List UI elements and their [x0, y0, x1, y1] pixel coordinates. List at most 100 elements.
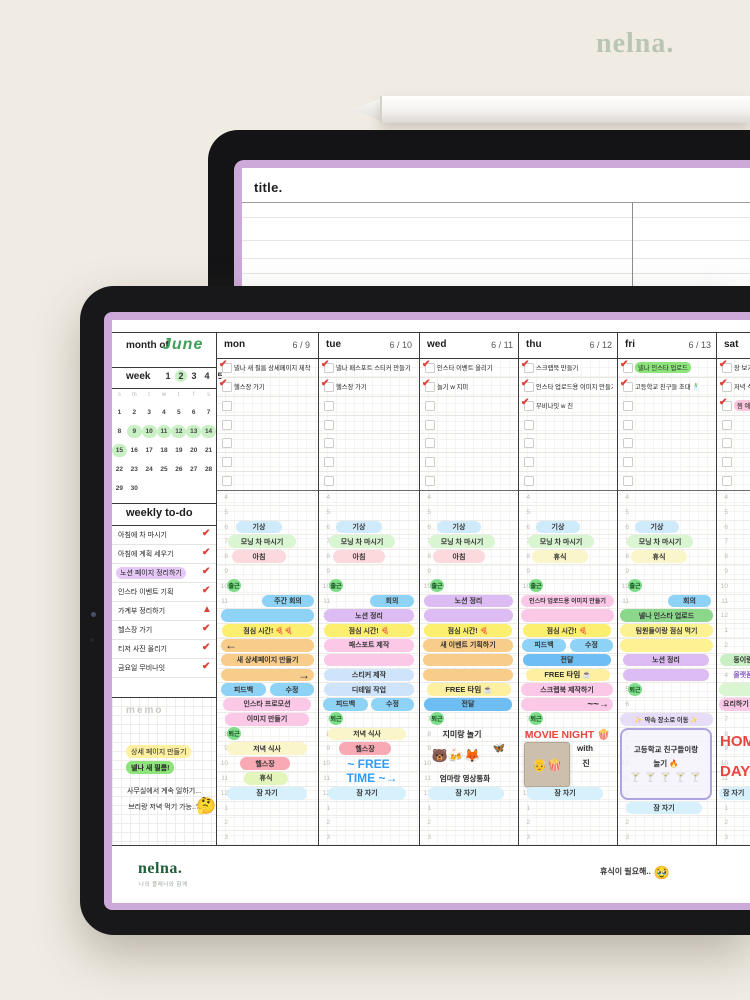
event-pill [521, 609, 614, 623]
calendar-day[interactable]: 1 [117, 409, 122, 416]
calendar-day[interactable]: 8 [117, 428, 122, 435]
checkbox[interactable] [222, 381, 232, 392]
event-pill: 이미지 만들기 [225, 712, 309, 726]
checkbox[interactable] [722, 476, 732, 487]
week-number[interactable]: 4 [204, 371, 210, 381]
calendar-day[interactable]: 17 [145, 447, 153, 454]
checkbox[interactable] [222, 363, 232, 373]
event-pill: 전달 [523, 653, 611, 667]
checkbox[interactable] [623, 381, 633, 392]
checkbox[interactable] [324, 438, 334, 449]
calendar-day[interactable]: 2 [132, 409, 137, 416]
checkbox[interactable] [623, 419, 633, 430]
checkbox[interactable] [425, 457, 435, 468]
checkbox[interactable] [623, 476, 633, 487]
calendar-day[interactable]: 29 [115, 485, 124, 492]
calendar-day[interactable]: 19 [175, 447, 183, 454]
calendar-day[interactable]: 4 [162, 409, 166, 416]
pencil-seam [380, 96, 382, 123]
checkbox[interactable] [425, 400, 435, 411]
calendar-day[interactable]: 15 [112, 444, 127, 457]
calendar-day[interactable]: 25 [160, 466, 168, 473]
checkbox[interactable] [524, 476, 534, 487]
checkbox[interactable] [425, 419, 435, 430]
note-header-rule [242, 202, 750, 203]
calendar-day[interactable]: 24 [145, 466, 153, 473]
event-pill: 스티커 제작 [324, 668, 414, 682]
calendar-day[interactable]: 12 [171, 425, 187, 438]
calendar-day[interactable]: 26 [175, 466, 183, 473]
calendar-day[interactable]: 5 [177, 409, 181, 416]
checkbox[interactable] [623, 363, 633, 373]
hour-label: 12 [720, 612, 728, 620]
calendar-day[interactable]: 18 [160, 447, 168, 454]
checkbox[interactable] [722, 419, 732, 430]
checkbox[interactable] [425, 476, 435, 487]
checkbox[interactable] [524, 419, 534, 430]
calendar-day[interactable]: 14 [201, 425, 216, 438]
checkbox[interactable] [222, 419, 232, 430]
checkbox[interactable] [324, 457, 334, 468]
event-pill: 회의 [668, 594, 711, 608]
checklist-row-line [618, 471, 715, 473]
checkbox[interactable] [623, 438, 633, 449]
checkbox[interactable] [722, 381, 732, 392]
week-number[interactable]: 1 [165, 371, 171, 381]
checkbox[interactable] [722, 363, 732, 373]
calendar-day[interactable]: 27 [190, 466, 198, 473]
hour-label: 4 [526, 494, 530, 501]
checkbox[interactable] [222, 457, 232, 468]
checkbox[interactable] [222, 400, 232, 411]
day-column-thu: thu 6 / 12 스크랩북 만들기 ✔ 인스타 업로드용 이미지 만들기 ✔ 무비나잇 … [518, 332, 617, 846]
calendar-day[interactable]: 7 [206, 409, 211, 416]
calendar-day[interactable]: 13 [186, 425, 202, 438]
calendar-day[interactable]: 30 [130, 485, 138, 492]
checkbox[interactable] [324, 476, 334, 487]
checkbox[interactable] [524, 438, 534, 449]
checkbox[interactable] [222, 438, 232, 449]
checklist-row-line [717, 433, 750, 435]
week-number[interactable]: 2 [175, 370, 187, 382]
checkbox[interactable] [623, 457, 633, 468]
calendar-day[interactable]: 20 [190, 447, 198, 454]
checkbox[interactable] [524, 363, 534, 373]
calendar-day[interactable]: 11 [156, 425, 172, 438]
calendar-day[interactable]: 21 [204, 447, 213, 454]
calendar-day[interactable]: 6 [191, 409, 196, 416]
checkbox[interactable] [222, 476, 232, 487]
checkbox[interactable] [722, 457, 732, 468]
hour-label: 10 [522, 582, 530, 590]
checkbox[interactable] [623, 400, 633, 411]
hour-label: 9 [724, 567, 728, 575]
calendar-day[interactable]: 9 [126, 425, 142, 438]
timeline-row-line [319, 667, 418, 669]
timeline-row-line [519, 830, 616, 832]
checkbox[interactable] [524, 400, 534, 411]
calendar-day[interactable]: 10 [141, 425, 157, 438]
timeline-row-line [420, 711, 517, 713]
checkbox[interactable] [324, 400, 334, 411]
calendar-day[interactable]: 23 [130, 466, 138, 473]
checkbox[interactable] [425, 438, 435, 449]
week-number[interactable]: 3 [191, 371, 197, 381]
calendar-day[interactable]: 3 [147, 409, 151, 416]
timeline-row-line [519, 578, 616, 580]
checkbox[interactable] [722, 400, 732, 411]
checkbox[interactable] [324, 363, 334, 373]
check-mark-icon: ✔ [719, 396, 728, 408]
checkbox[interactable] [324, 381, 334, 392]
calendar-day[interactable]: 22 [115, 466, 124, 473]
checkbox[interactable] [722, 438, 732, 449]
column-divider [318, 332, 319, 845]
checkbox[interactable] [524, 457, 534, 468]
checkbox[interactable] [324, 419, 334, 430]
hour-label: 5 [224, 508, 228, 516]
checkbox[interactable] [524, 381, 534, 392]
checkbox[interactable] [425, 363, 435, 373]
calendar-day[interactable]: 16 [130, 447, 138, 454]
header-bottom-line [216, 358, 750, 359]
checkbox[interactable] [425, 381, 435, 392]
event-note: 진 [582, 759, 590, 769]
calendar-day[interactable]: 28 [204, 466, 213, 473]
